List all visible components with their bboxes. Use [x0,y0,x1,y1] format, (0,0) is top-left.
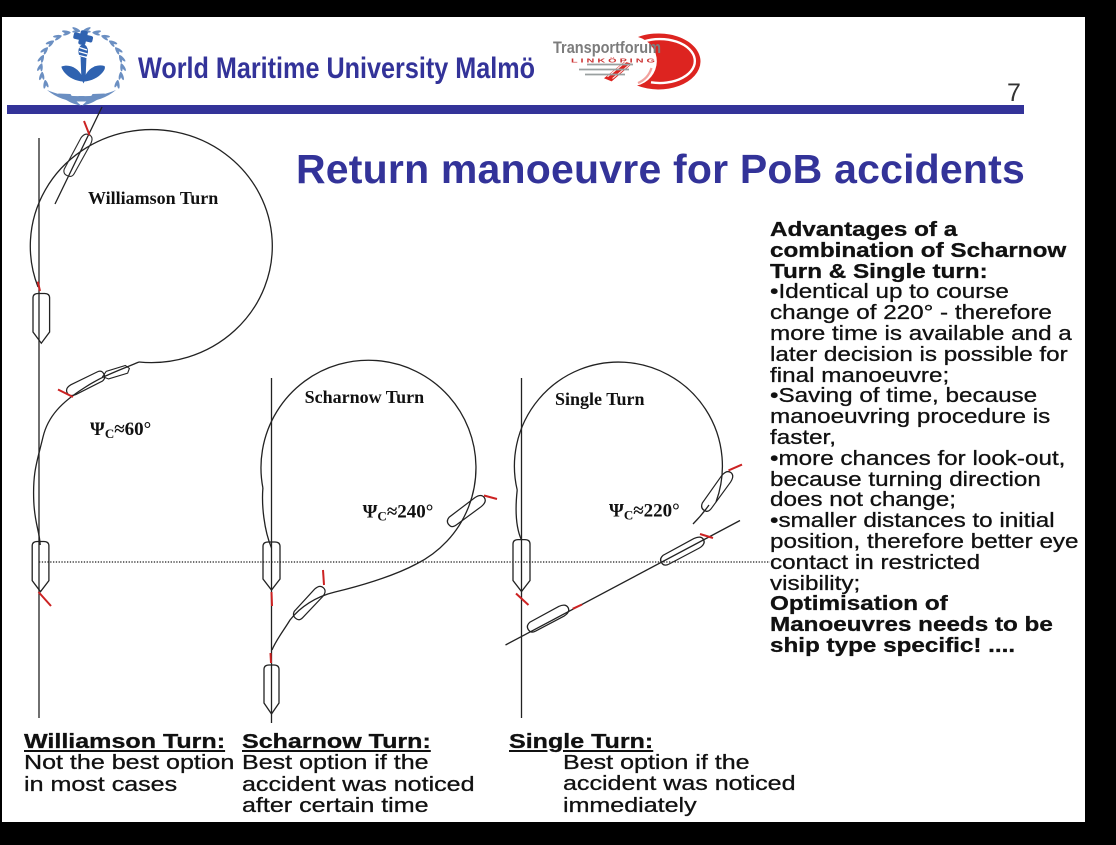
svg-text:Transportforum: Transportforum [553,38,661,57]
svg-text:ΨC≈60°: ΨC≈60° [90,419,151,441]
svg-text:ΨC≈220°: ΨC≈220° [609,501,680,523]
svg-text:ΨC≈240°: ΨC≈240° [363,501,434,523]
svg-text:Williamson Turn: Williamson Turn [88,188,218,208]
svg-text:L I N K Ö P I N G: L I N K Ö P I N G [571,58,656,65]
svg-text:Scharnow Turn: Scharnow Turn [305,387,425,407]
svg-text:Single Turn: Single Turn [555,389,645,409]
